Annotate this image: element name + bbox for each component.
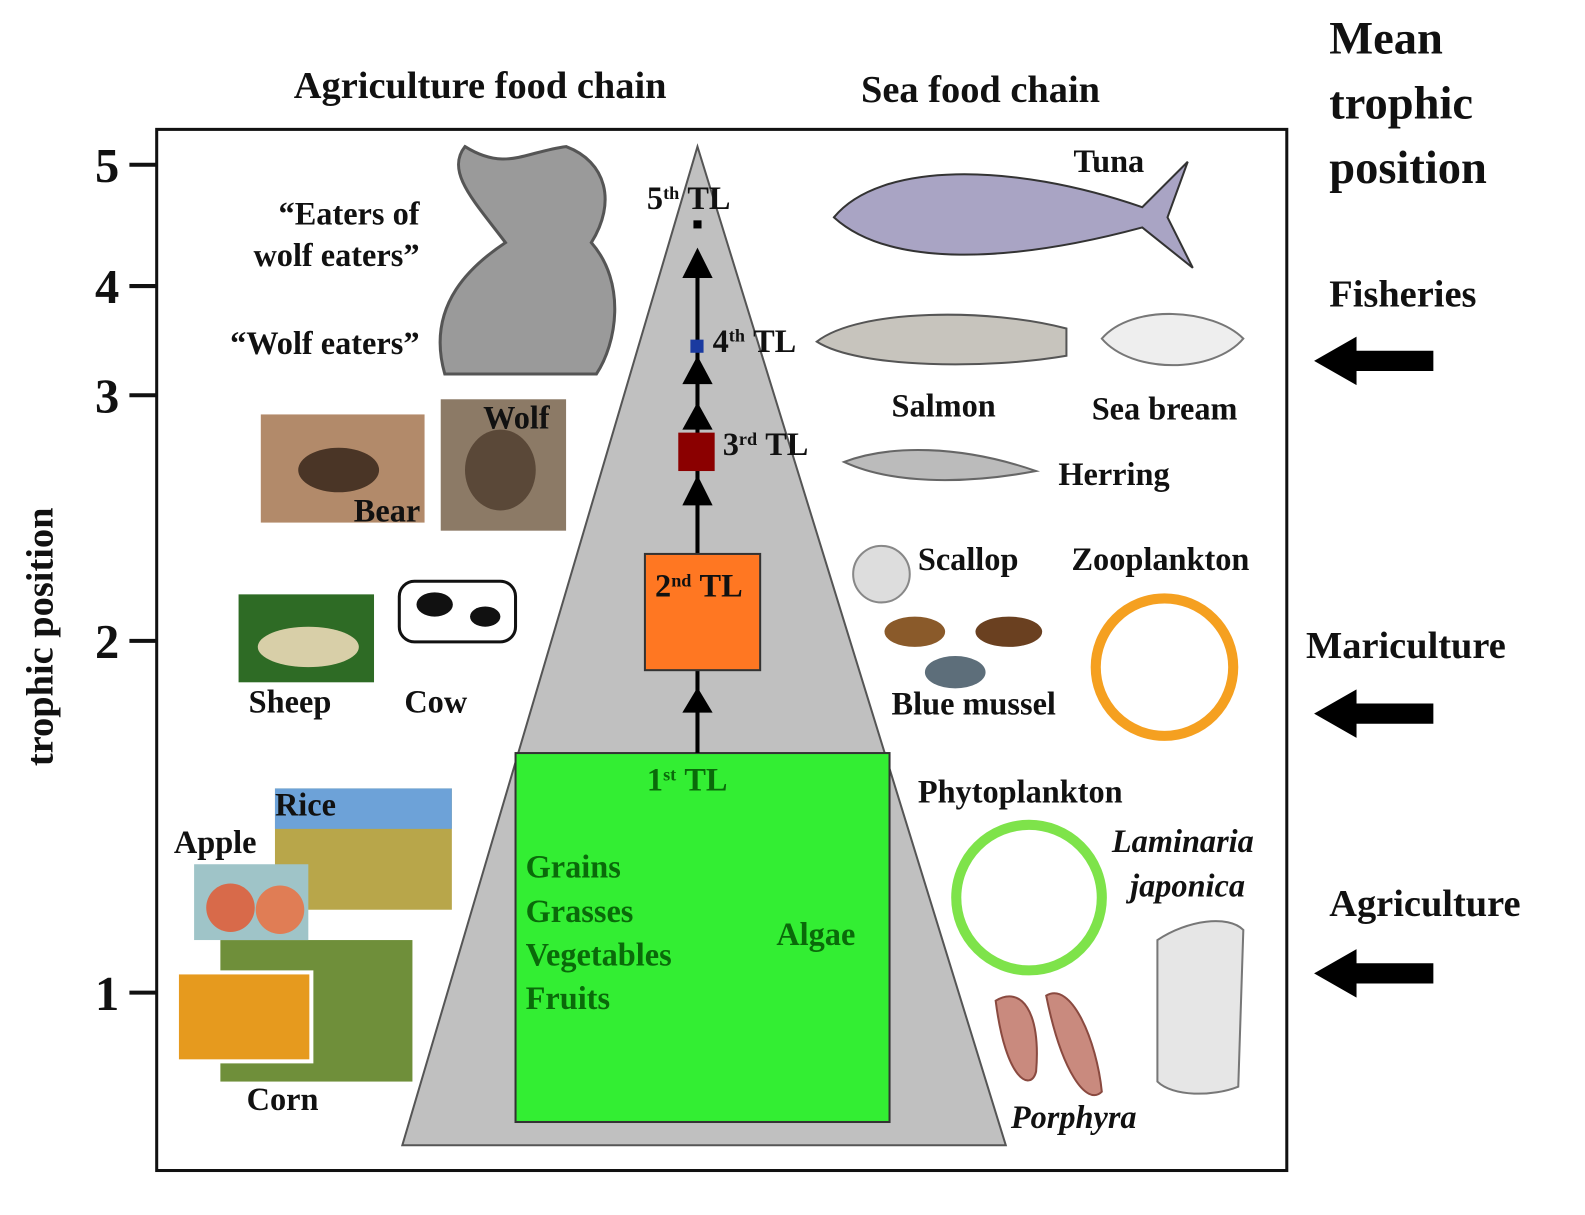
- apple: [256, 885, 305, 934]
- sector-label: Fisheries: [1329, 273, 1476, 315]
- scallop-picture: [853, 546, 910, 603]
- agri-label: Apple: [174, 824, 257, 860]
- bear-body: [298, 448, 379, 492]
- level-sup: nd: [671, 570, 691, 590]
- agri-label: wolf eaters”: [253, 237, 419, 273]
- diagram: Agriculture food chain Sea food chain Me…: [0, 0, 1585, 1215]
- sheep-body: [258, 627, 359, 667]
- mean-title: position: [1329, 143, 1487, 194]
- tick-label: 4: [95, 261, 119, 314]
- agriculture-title: Agriculture food chain: [294, 65, 667, 107]
- level-sup: th: [729, 326, 745, 346]
- cow-spot: [416, 592, 452, 616]
- sea-label: Sea bream: [1092, 390, 1238, 426]
- level-label: 2nd TL: [655, 567, 743, 603]
- level-label: 4th TL: [713, 323, 797, 359]
- level-sup: rd: [739, 429, 757, 449]
- level-5-box: [693, 220, 701, 228]
- level-text: TL: [753, 323, 796, 359]
- sea-label: japonica: [1125, 868, 1245, 904]
- sea-label: Porphyra: [1010, 1099, 1137, 1135]
- mean-title: Mean: [1329, 14, 1443, 65]
- level-text: TL: [684, 761, 727, 797]
- sector-label: Agriculture: [1329, 883, 1520, 925]
- sea-label: Zooplankton: [1071, 541, 1249, 577]
- mussel-picture: [884, 617, 945, 647]
- agri-label: Rice: [275, 787, 336, 823]
- land-producer: Fruits: [526, 980, 610, 1016]
- level-sup: st: [663, 764, 676, 784]
- agri-label: Wolf: [483, 400, 551, 436]
- level-label: 3rd TL: [723, 426, 809, 462]
- level-label: 5th TL: [647, 180, 731, 216]
- agri-label: Corn: [247, 1081, 319, 1117]
- zooplankton-picture: [1096, 598, 1233, 735]
- agri-label: Bear: [354, 493, 420, 529]
- sea-label: Salmon: [892, 387, 996, 423]
- agri-label: “Eaters of: [279, 195, 421, 231]
- sector-label: Mariculture: [1306, 625, 1506, 667]
- wolf-body: [465, 430, 536, 511]
- phytoplankton-picture: [956, 825, 1102, 971]
- sea-producer: Algae: [776, 916, 855, 952]
- tick-label: 1: [95, 968, 119, 1021]
- y-axis-label: trophic position: [20, 508, 62, 767]
- level-num: 4: [713, 323, 729, 359]
- sector-arrow: [1314, 689, 1433, 738]
- y-axis-ticks: [129, 165, 157, 993]
- tick-label: 5: [95, 140, 119, 193]
- sea-label: Blue mussel: [892, 686, 1056, 722]
- level-num: 1: [647, 761, 663, 797]
- mussel-picture: [925, 656, 986, 688]
- land-producer: Grains: [526, 848, 621, 884]
- sea-label: Phytoplankton: [918, 774, 1123, 810]
- sector-arrow: [1314, 949, 1433, 998]
- level-text: TL: [700, 567, 743, 603]
- cow-spot: [470, 606, 500, 626]
- level-num: 5: [647, 180, 663, 216]
- sea-label: Herring: [1058, 456, 1169, 492]
- sector-arrow: [1314, 337, 1433, 386]
- level-text: TL: [687, 180, 730, 216]
- level-text: TL: [765, 426, 808, 462]
- level-label: 1st TL: [647, 761, 728, 797]
- tick-label: 3: [95, 370, 119, 423]
- laminaria-picture: [1157, 921, 1243, 1094]
- agri-label: Cow: [404, 684, 468, 720]
- sea-label: Laminaria: [1111, 823, 1254, 859]
- apple: [206, 883, 255, 932]
- sea-label: Scallop: [918, 541, 1019, 577]
- level-3-box: [678, 433, 714, 471]
- level-num: 3: [723, 426, 739, 462]
- tick-label: 2: [95, 616, 119, 669]
- land-producer: Vegetables: [526, 936, 672, 972]
- level-num: 2: [655, 567, 671, 603]
- sea-title: Sea food chain: [861, 69, 1100, 111]
- level-sup: th: [663, 183, 679, 203]
- level-4-box: [690, 340, 703, 353]
- agri-label: “Wolf eaters”: [230, 325, 419, 361]
- land-producer: Grasses: [526, 893, 634, 929]
- mean-title: trophic: [1329, 78, 1473, 129]
- sea-label: Tuna: [1074, 143, 1145, 179]
- agri-label: Sheep: [249, 684, 332, 720]
- mussel-picture: [975, 617, 1042, 647]
- corn-picture: [177, 972, 311, 1061]
